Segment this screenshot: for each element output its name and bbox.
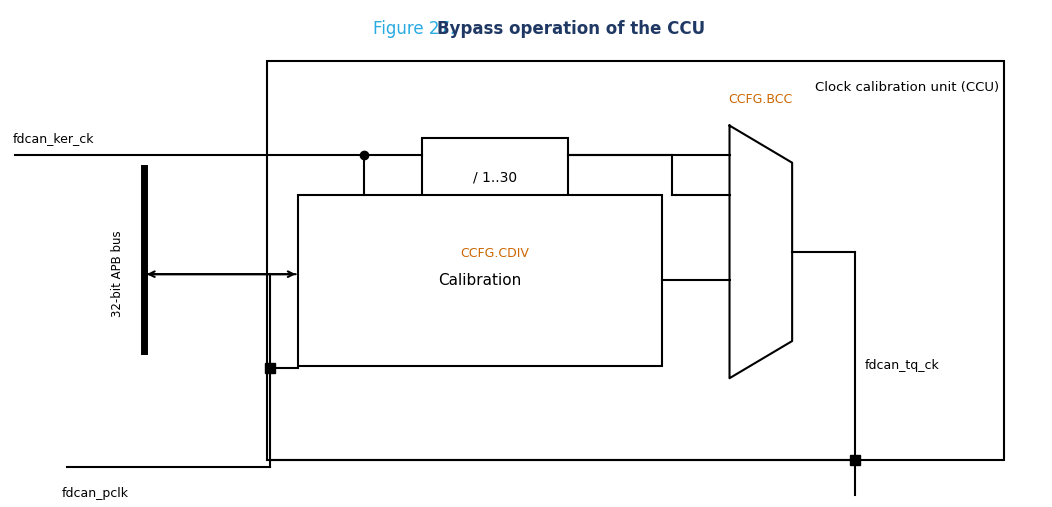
Text: 32-bit APB bus: 32-bit APB bus bbox=[112, 231, 124, 317]
Text: CCFG.BCC: CCFG.BCC bbox=[729, 93, 793, 106]
Text: fdcan_tq_ck: fdcan_tq_ck bbox=[865, 359, 939, 372]
Text: / 1..30: / 1..30 bbox=[472, 170, 517, 185]
Text: fdcan_ker_ck: fdcan_ker_ck bbox=[13, 132, 94, 146]
Text: Bypass operation of the CCU: Bypass operation of the CCU bbox=[437, 20, 705, 39]
Text: Figure 27.: Figure 27. bbox=[373, 20, 461, 39]
Text: Clock calibration unit (CCU): Clock calibration unit (CCU) bbox=[814, 81, 998, 94]
Text: Calibration: Calibration bbox=[439, 273, 522, 288]
Bar bbox=[299, 195, 662, 366]
Bar bbox=[422, 138, 568, 217]
Text: CCFG.CDIV: CCFG.CDIV bbox=[461, 247, 529, 260]
Text: fdcan_pclk: fdcan_pclk bbox=[62, 487, 128, 500]
Bar bbox=[267, 61, 1004, 460]
